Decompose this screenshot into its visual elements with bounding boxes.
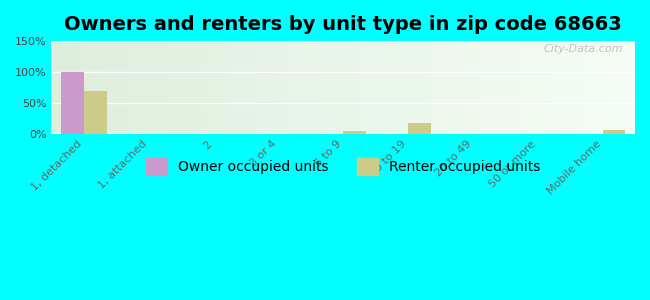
Legend: Owner occupied units, Renter occupied units: Owner occupied units, Renter occupied un… xyxy=(141,153,545,181)
Bar xyxy=(61,72,84,134)
Bar xyxy=(84,91,107,134)
Text: City-Data.com: City-Data.com xyxy=(544,44,623,54)
Bar xyxy=(408,123,431,134)
Title: Owners and renters by unit type in zip code 68663: Owners and renters by unit type in zip c… xyxy=(64,15,622,34)
Bar xyxy=(343,131,366,134)
Bar xyxy=(603,130,625,134)
